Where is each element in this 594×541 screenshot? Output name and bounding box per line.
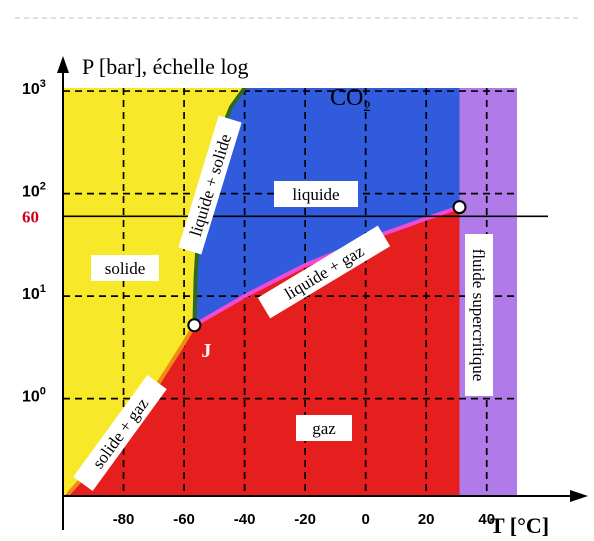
triple-point-marker (187, 318, 202, 333)
x-tick-label: 40 (478, 511, 495, 528)
region-label-gaz-text: gaz (312, 419, 336, 438)
x-tick-label: 0 (361, 511, 369, 528)
critical-point-marker (452, 200, 467, 215)
curve-label-solide-gaz-box (73, 374, 167, 492)
x-tick-label: -40 (234, 511, 256, 528)
curve-label-liquide-solide-box (178, 115, 242, 255)
region-label-liquide: liquide (274, 181, 358, 207)
pressure-60-label: 60 (22, 207, 39, 226)
region-label-gaz-box (296, 415, 352, 441)
region-label-fluide-supercritique-text: fluide supercritique (469, 249, 488, 382)
region-label-liquide-box (274, 181, 358, 207)
x-axis-title: T [°C] (490, 513, 549, 538)
triple-point-label: J (201, 340, 211, 362)
x-tick-label: -80 (113, 511, 135, 528)
region-label-solide: solide (91, 255, 159, 281)
y-tick-label: 101 (22, 283, 46, 303)
x-tick-label: -20 (294, 511, 316, 528)
y-tick-label: 100 (22, 386, 46, 406)
region-label-fluide-supercritique: fluide supercritique (465, 234, 493, 396)
y-tick-label: 103 (22, 78, 46, 98)
x-axis-arrow (570, 490, 588, 502)
x-tick-label: 20 (418, 511, 435, 528)
y-axis-arrow (57, 56, 69, 73)
region-gaz (63, 207, 460, 496)
curve-label-liquide-gaz-box (257, 225, 391, 319)
region-label-gaz: gaz (296, 415, 352, 441)
region-label-solide-box (91, 255, 159, 281)
y-axis-title: P [bar], échelle log (82, 54, 249, 79)
region-label-fluide-supercritique-box (465, 234, 493, 396)
chart-title: CO2 (330, 85, 371, 115)
region-label-solide-text: solide (105, 259, 146, 278)
x-tick-label: -60 (173, 511, 195, 528)
y-tick-label: 102 (22, 181, 46, 201)
region-label-liquide-text: liquide (292, 185, 339, 204)
